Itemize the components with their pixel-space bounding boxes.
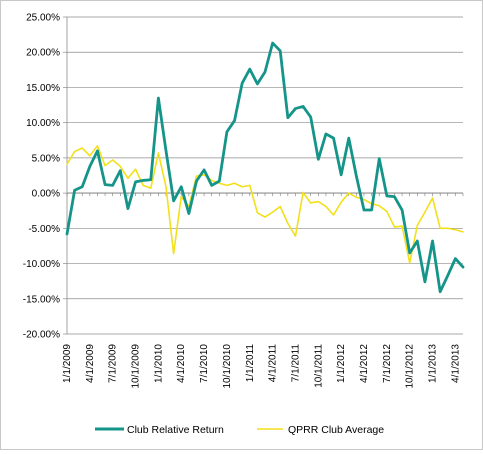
y-tick-label: 15.00% bbox=[26, 83, 60, 94]
y-tick-label: 10.00% bbox=[26, 118, 60, 129]
legend: Club Relative Return QPRR Club Average bbox=[95, 424, 384, 436]
x-tick-label: 7/1/2010 bbox=[199, 344, 210, 383]
series-line-qprr-club-average bbox=[66, 145, 464, 264]
y-tick-label: 20.00% bbox=[26, 48, 60, 59]
y-tick-label: 0.00% bbox=[32, 189, 60, 200]
legend-label-club-relative-return: Club Relative Return bbox=[127, 424, 224, 436]
x-tick-label: 1/1/2012 bbox=[336, 344, 347, 383]
x-tick-label: 4/1/2013 bbox=[450, 344, 461, 383]
x-tick-label: 1/1/2010 bbox=[153, 344, 164, 383]
x-tick-label: 4/1/2011 bbox=[268, 344, 279, 383]
y-tick-label: 25.00% bbox=[26, 13, 60, 24]
y-tick-label: -20.00% bbox=[23, 330, 60, 341]
x-tick-label: 4/1/2010 bbox=[176, 344, 187, 383]
legend-label-qprr-club-average: QPRR Club Average bbox=[288, 424, 384, 436]
x-tick-label: 1/1/2011 bbox=[245, 344, 256, 383]
series-line-club-relative-return bbox=[65, 41, 465, 294]
x-tick-label: 10/1/2012 bbox=[405, 344, 416, 389]
y-tick-label: -10.00% bbox=[23, 259, 60, 270]
x-tick-label: 1/1/2009 bbox=[62, 344, 73, 383]
y-tick-label: -15.00% bbox=[23, 294, 60, 305]
y-axis: 25.00% 20.00% 15.00% 10.00% 5.00% 0.00% -5.00%… bbox=[23, 13, 68, 341]
x-tick-label: 7/1/2011 bbox=[290, 344, 301, 383]
x-tick-label: 10/1/2009 bbox=[131, 344, 142, 389]
x-tick-label: 10/1/2010 bbox=[222, 344, 233, 389]
series-lines bbox=[65, 41, 465, 294]
x-tick-label: 1/1/2013 bbox=[428, 344, 439, 383]
x-tick-label: 7/1/2009 bbox=[108, 344, 119, 383]
x-axis: 1/1/2009 4/1/2009 7/1/2009 10/1/2009 1/1/201… bbox=[62, 192, 464, 389]
x-tick-label: 4/1/2009 bbox=[85, 344, 96, 383]
x-tick-label: 7/1/2012 bbox=[382, 344, 393, 383]
x-tick-label: 10/1/2011 bbox=[313, 344, 324, 388]
y-tick-label: -5.00% bbox=[28, 224, 60, 235]
x-tick-label: 4/1/2012 bbox=[359, 344, 370, 383]
y-tick-label: 5.00% bbox=[32, 153, 60, 164]
